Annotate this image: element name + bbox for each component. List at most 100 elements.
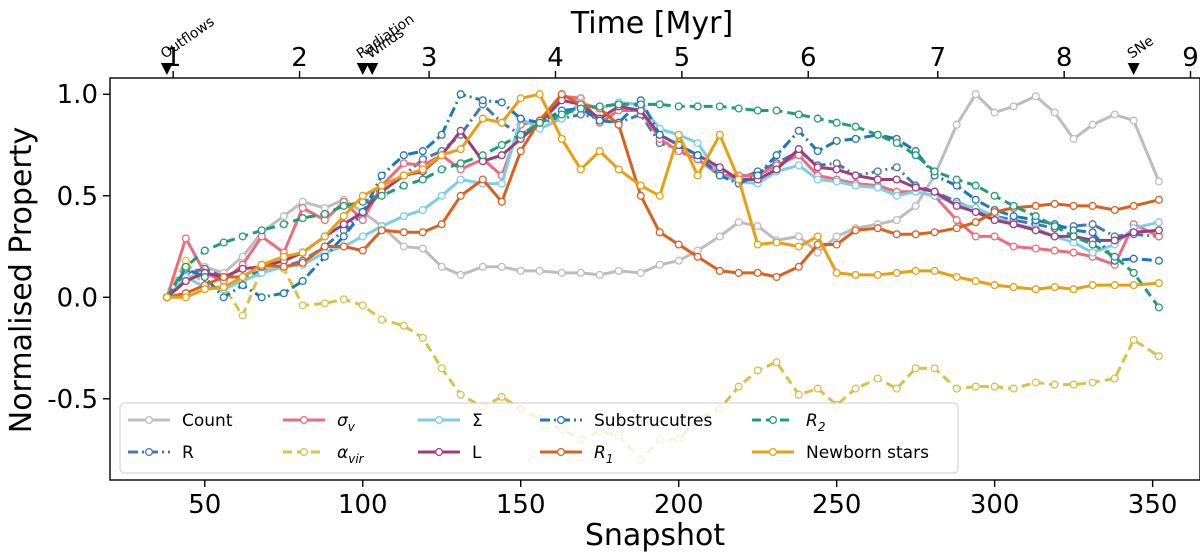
- data-point-newborn-stars: [557, 134, 566, 143]
- data-point-substrucutres: [456, 90, 465, 99]
- data-point-vir: [437, 364, 446, 373]
- data-point-r-2: [181, 262, 190, 271]
- data-point-count: [655, 260, 664, 269]
- data-point-substrucutres: [1088, 228, 1097, 237]
- data-point-count: [794, 232, 803, 241]
- data-point-count: [1050, 108, 1059, 117]
- data-point-substrucutres: [1129, 254, 1138, 263]
- data-point-count: [1129, 116, 1138, 125]
- data-point-r-2: [257, 226, 266, 235]
- data-point-newborn-stars: [257, 260, 266, 269]
- data-point-r-1: [753, 268, 762, 277]
- data-point-substrucutres: [238, 281, 247, 290]
- data-point-newborn-stars: [377, 181, 386, 190]
- data-point-vir: [1050, 380, 1059, 389]
- data-point-count: [1009, 102, 1018, 111]
- top-tick-label: 8: [1056, 43, 1073, 73]
- event-label-outflows: Outflows: [158, 14, 218, 62]
- data-point-v: [971, 232, 980, 241]
- data-point-substrucutres: [279, 289, 288, 298]
- data-point-vir: [497, 392, 506, 401]
- data-point-count: [892, 216, 901, 225]
- data-point-r-1: [832, 240, 841, 249]
- y-tick-label: -0.5: [47, 385, 98, 415]
- data-point-r-1: [734, 268, 743, 277]
- data-point-r: [873, 167, 882, 176]
- data-point-l: [1129, 228, 1138, 237]
- legend-marker-r-2: [768, 415, 778, 425]
- data-point-series: [1088, 248, 1097, 257]
- data-point-series: [873, 183, 882, 192]
- data-point-r-1: [377, 226, 386, 235]
- legend-marker-vir: [299, 447, 309, 457]
- data-point-r-2: [1154, 303, 1163, 312]
- data-point-l: [832, 165, 841, 174]
- data-point-newborn-stars: [437, 151, 446, 160]
- data-point-newborn-stars: [892, 268, 901, 277]
- top-axis-title: Time [Myr]: [570, 6, 733, 41]
- data-point-vir: [1069, 380, 1078, 389]
- y-axis: -0.5 0.0 0.5 1.0: [47, 80, 110, 415]
- data-point-r-1: [636, 191, 645, 200]
- data-point-r-1: [911, 230, 920, 239]
- event-marker-radiation: [356, 63, 369, 75]
- data-point-newborn-stars: [832, 268, 841, 277]
- data-point-newborn-stars: [162, 293, 171, 302]
- data-point-l: [892, 175, 901, 184]
- data-point-substrucutres: [478, 96, 487, 105]
- data-point-r-2: [655, 100, 664, 109]
- legend: Count Rσv αvir ΣL Substrucutres R1 R2 Newborn s…: [119, 402, 959, 474]
- data-point-count: [1069, 134, 1078, 143]
- data-point-r-1: [219, 272, 228, 282]
- data-point-r-1: [1110, 205, 1119, 215]
- data-point-newborn-stars: [358, 191, 367, 200]
- data-point-series: [358, 232, 367, 241]
- x-axis-title: Snapshot: [585, 518, 725, 553]
- data-point-newborn-stars: [1110, 281, 1119, 290]
- legend-label-r-2: R2: [806, 411, 825, 434]
- data-point-newborn-stars: [715, 130, 724, 139]
- data-point-count: [1031, 92, 1040, 101]
- data-point-r-1: [1031, 201, 1040, 210]
- data-point-vir: [873, 374, 882, 383]
- data-point-v: [1050, 246, 1059, 255]
- legend-marker-substrucutres: [556, 415, 566, 425]
- data-point-vir: [298, 301, 307, 310]
- data-point-r-2: [614, 100, 623, 109]
- data-point-l: [1110, 236, 1119, 245]
- data-point-newborn-stars: [851, 270, 860, 279]
- data-point-newborn-stars: [753, 240, 762, 249]
- data-point-count: [1110, 110, 1119, 119]
- legend-marker-v: [299, 415, 309, 425]
- data-point-r-1: [437, 220, 446, 229]
- data-point-r-2: [1069, 232, 1078, 241]
- data-point-newborn-stars: [655, 191, 664, 200]
- data-point-r-2: [576, 104, 585, 113]
- legend-label-r: R: [182, 443, 194, 463]
- data-point-substrucutres: [772, 151, 781, 160]
- data-point-v: [358, 216, 367, 225]
- data-point-count: [478, 262, 487, 271]
- data-point-vir: [1031, 378, 1040, 387]
- data-point-r-2: [1050, 222, 1059, 231]
- data-point-substrucutres: [655, 130, 664, 139]
- data-point-newborn-stars: [971, 276, 980, 286]
- data-point-r-2: [219, 238, 228, 247]
- data-point-r-2: [595, 102, 604, 111]
- legend-label-r-1: R1: [594, 443, 613, 466]
- data-point-newborn-stars: [1069, 285, 1078, 294]
- data-point-count: [516, 266, 525, 275]
- data-point-l: [930, 187, 939, 196]
- data-point-newborn-stars: [1050, 283, 1059, 292]
- data-point-substrucutres: [418, 147, 427, 156]
- data-point-r-2: [279, 220, 288, 229]
- data-point-r-2: [952, 175, 961, 184]
- data-point-r-2: [298, 214, 307, 223]
- data-point-series: [813, 175, 822, 184]
- top-tick-label: 4: [547, 43, 564, 73]
- data-point-count: [674, 256, 683, 265]
- legend-label-newborn-stars: Newborn stars: [806, 443, 929, 463]
- data-point-substrucutres: [200, 272, 209, 282]
